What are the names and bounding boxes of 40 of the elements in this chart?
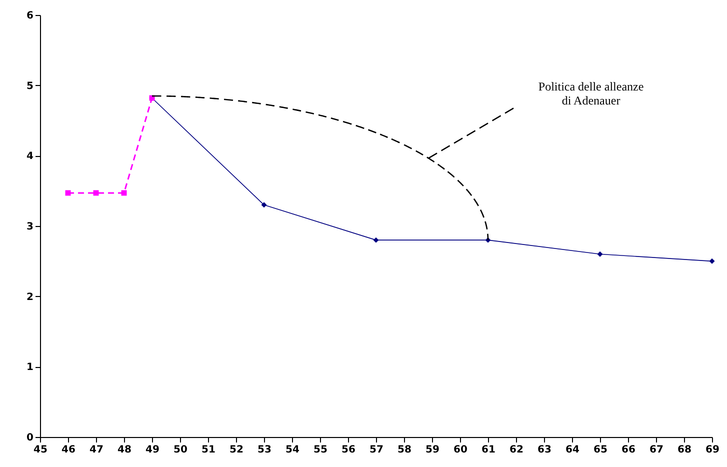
y-tick-label: 3 bbox=[26, 222, 34, 232]
y-tick-label: 1 bbox=[26, 362, 34, 374]
x-tick-label: 68 bbox=[678, 444, 692, 456]
y-tick-label: 6 bbox=[26, 10, 34, 22]
x-tick-label: 62 bbox=[510, 444, 524, 456]
x-tick-label: 47 bbox=[90, 444, 104, 456]
point bbox=[373, 237, 379, 243]
x-tick-label: 54 bbox=[286, 444, 300, 456]
x-tick-label: 45 bbox=[34, 444, 48, 456]
x-tick-label: 51 bbox=[202, 444, 216, 456]
x-tick-label: 48 bbox=[118, 444, 132, 456]
y-tick-label: 2 bbox=[26, 292, 34, 303]
point bbox=[597, 251, 603, 257]
x-tick-label: 50 bbox=[174, 444, 188, 456]
x-tick-label: 52 bbox=[230, 444, 244, 456]
annotation: Politica delle alleanze di Adenauer bbox=[538, 80, 644, 108]
x-tick-label: 46 bbox=[62, 444, 76, 456]
point bbox=[709, 258, 715, 264]
point bbox=[65, 190, 71, 196]
point bbox=[93, 190, 99, 196]
x-tick-label: 56 bbox=[342, 444, 356, 456]
y-tick-label: 0 bbox=[26, 432, 34, 444]
x-tick-label: 55 bbox=[314, 444, 328, 456]
x-tick-label: 58 bbox=[398, 444, 412, 456]
x-tick-label: 59 bbox=[426, 444, 440, 456]
point bbox=[121, 190, 127, 196]
y-tick-label: 5 bbox=[26, 80, 34, 92]
x-tick-label: 69 bbox=[706, 444, 720, 456]
x-tick-label: 53 bbox=[258, 444, 272, 456]
x-tick-label: 67 bbox=[650, 444, 664, 456]
x-tick-label: 66 bbox=[622, 444, 636, 456]
x-tick-label: 65 bbox=[594, 444, 608, 456]
x-tick-label: 61 bbox=[482, 444, 496, 456]
x-tick-label: 60 bbox=[454, 444, 468, 456]
x-tick-label: 57 bbox=[370, 444, 384, 456]
x-tick-label: 63 bbox=[538, 444, 552, 456]
y-tick-label: 4 bbox=[26, 151, 34, 162]
point bbox=[261, 202, 267, 208]
x-tick-label: 64 bbox=[566, 444, 580, 456]
x-tick-label: 49 bbox=[146, 444, 160, 456]
